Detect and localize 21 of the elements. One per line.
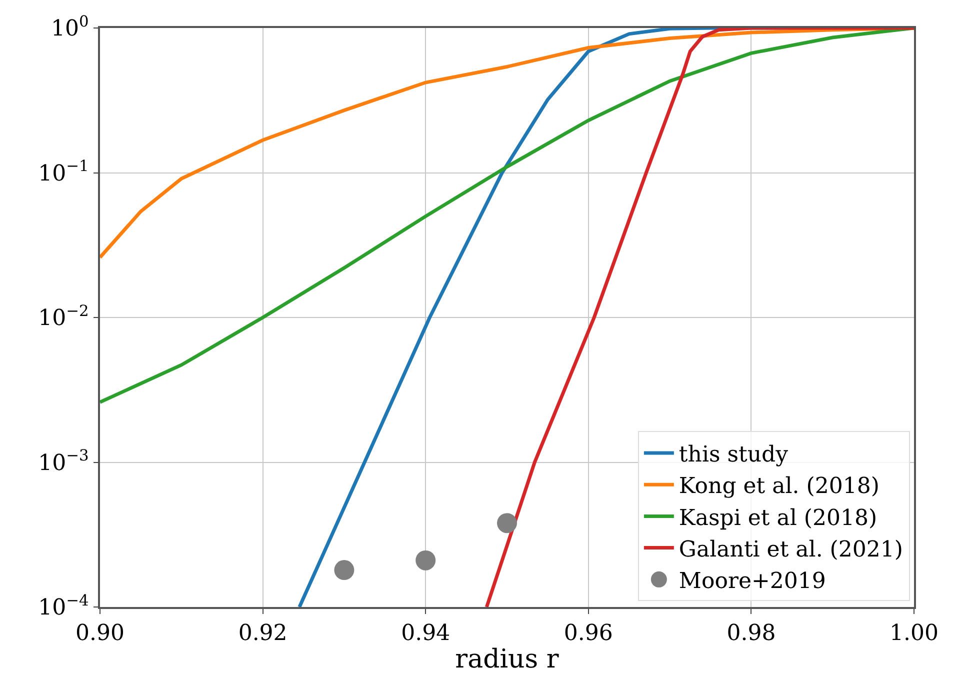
legend-label: Kong et al. (2018) [678,474,880,500]
point [334,560,354,580]
y-tick-label: 10$^{−3}$ [38,446,89,476]
y-tick-label: 10$^{−2}$ [38,302,89,332]
line-series [484,28,914,607]
x-tick-label: 1.00 [890,621,938,646]
legend-label: Moore+2019 [678,568,826,594]
point [497,513,517,534]
x-tick-label: 0.92 [238,621,288,646]
legend-label: Galanti et al. (2021) [678,537,903,562]
x-tick-label: 0.96 [564,621,613,646]
x-tick-label: 0.90 [76,621,124,646]
legend-label: Kaspi et al (2018) [678,506,878,531]
x-tick-label: 0.94 [401,621,450,646]
point [416,550,436,570]
x-tick-label: 0.98 [726,621,776,646]
x-axis-title: radius r [455,644,560,674]
legend-label: this study [678,442,789,468]
y-tick-label: 10$^{−1}$ [38,157,89,186]
y-tick-label: 10$^{−4}$ [38,591,90,621]
y-tick-label: 10$^{0}$ [51,12,89,42]
